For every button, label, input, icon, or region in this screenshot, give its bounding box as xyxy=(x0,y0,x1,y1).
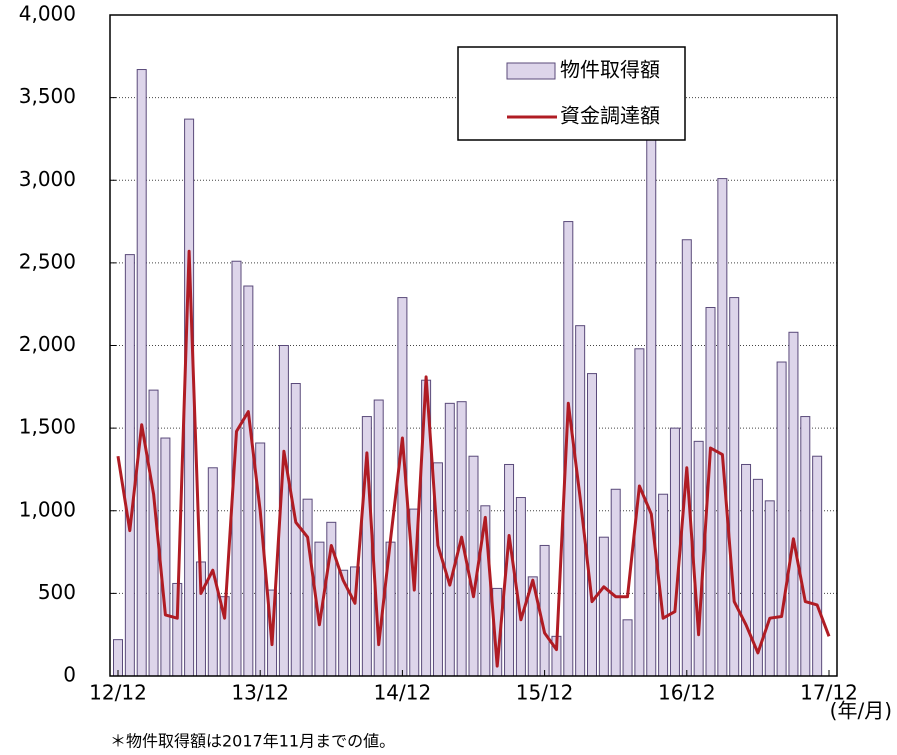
bar xyxy=(812,455,823,677)
bar xyxy=(350,566,360,677)
y-tick-label: 2,500 xyxy=(19,249,76,273)
y-tick-label: 1,000 xyxy=(19,497,76,521)
bar xyxy=(243,285,254,677)
bar xyxy=(788,331,799,677)
bar xyxy=(610,488,621,677)
bar xyxy=(764,500,775,677)
footnote: ＊物件取得額は2017年11月までの値。 xyxy=(110,732,395,751)
y-tick-label: 3,000 xyxy=(19,167,76,191)
bar xyxy=(587,373,597,677)
bar xyxy=(776,361,787,677)
bar xyxy=(184,118,195,677)
y-tick-label: 0 xyxy=(63,663,76,687)
bar xyxy=(800,416,811,677)
y-tick-label: 500 xyxy=(38,580,76,604)
bar xyxy=(646,113,657,677)
line xyxy=(116,249,831,668)
y-tick-label: 3,500 xyxy=(19,84,76,108)
x-unit: (年/月) xyxy=(830,699,892,723)
bar xyxy=(136,69,147,677)
x-tick-label: 12/12 xyxy=(89,681,147,705)
bar xyxy=(681,239,692,677)
legend-label: 資金調達額 xyxy=(560,104,660,128)
bar xyxy=(729,297,740,677)
bar xyxy=(160,437,171,677)
bar xyxy=(741,463,752,677)
bar xyxy=(693,440,704,677)
y-tick-label: 4,000 xyxy=(19,2,76,26)
x-tick-label: 15/12 xyxy=(516,681,574,705)
bar xyxy=(124,254,135,677)
legend-label: 物件取得額 xyxy=(560,58,660,82)
y-tick-label: 2,000 xyxy=(19,332,76,356)
x-tick-label: 14/12 xyxy=(374,681,432,705)
y-tick-label: 1,500 xyxy=(19,415,76,439)
bar xyxy=(622,619,633,677)
plot-frame xyxy=(109,14,838,677)
bar xyxy=(598,536,609,677)
x-tick-label: 13/12 xyxy=(231,681,289,705)
x-tick-label: 16/12 xyxy=(658,681,716,705)
bar xyxy=(302,498,313,677)
legend-swatch xyxy=(506,62,556,80)
bar xyxy=(669,427,680,677)
bar xyxy=(717,178,728,677)
bar xyxy=(444,402,455,677)
bar xyxy=(539,544,550,677)
x-tick-label: 17/12 xyxy=(800,681,858,705)
bar xyxy=(290,383,301,677)
legend-box xyxy=(457,46,686,141)
